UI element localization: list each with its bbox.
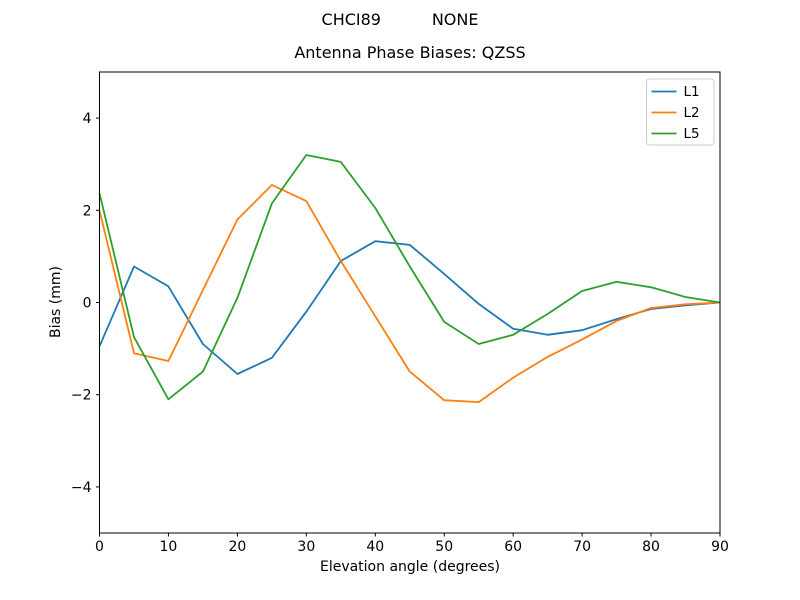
x-tick-label: 30 (297, 539, 315, 555)
y-axis-label: Bias (mm) (48, 265, 64, 339)
x-tick-label: 20 (228, 539, 246, 555)
x-tick-label: 0 (95, 539, 104, 555)
x-tick-label: 40 (366, 539, 384, 555)
x-tick-label: 90 (711, 539, 729, 555)
x-tick-label: 50 (435, 539, 453, 555)
x-axis-label: Elevation angle (degrees) (319, 559, 501, 575)
y-tick-label: −2 (71, 388, 92, 404)
legend-label-l1: L1 (684, 84, 700, 100)
series-line-l2 (98, 183, 721, 404)
x-tick-label: 80 (642, 539, 660, 555)
legend-label-l2: L2 (684, 105, 700, 121)
legend-label-l5: L5 (684, 126, 700, 142)
x-tick-label: 60 (504, 539, 522, 555)
axes-frame (99, 71, 721, 534)
series-line-l5 (98, 154, 721, 401)
legend-box (646, 78, 715, 146)
x-tick-label: 70 (573, 539, 591, 555)
series-line-l1 (98, 240, 721, 375)
axes-title: Antenna Phase Biases: QZSS (294, 43, 526, 62)
y-tick-label: 0 (83, 296, 92, 312)
figure-suptitle: CHCI89 NONE (321, 10, 479, 29)
x-tick-label: 10 (160, 539, 178, 555)
y-tick-label: 4 (83, 111, 92, 127)
y-tick-label: −4 (71, 480, 92, 496)
y-tick-label: 2 (83, 203, 92, 219)
